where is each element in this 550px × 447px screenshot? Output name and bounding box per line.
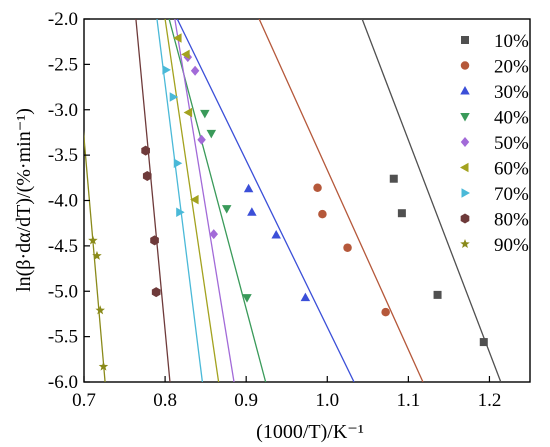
fit-line-80pct — [135, 19, 171, 382]
legend-marker-10pct — [461, 36, 469, 44]
x-tick-label: 0.7 — [72, 390, 96, 411]
legend-marker-50pct — [460, 137, 470, 147]
data-point-40pct — [221, 205, 232, 214]
data-point-10pct — [433, 290, 442, 299]
data-point-90pct — [88, 235, 98, 245]
data-point-30pct — [300, 292, 311, 302]
legend-label: 10% — [494, 31, 529, 52]
legend-label: 80% — [494, 210, 529, 231]
data-point-80pct — [141, 145, 150, 156]
data-point-80pct — [151, 287, 161, 298]
data-point-60pct — [173, 33, 182, 43]
legend-label: 70% — [494, 184, 529, 205]
legend-marker-30pct — [460, 86, 470, 95]
x-tick-label: 1.1 — [396, 390, 420, 411]
data-point-10pct — [397, 209, 406, 218]
legend-marker-40pct — [460, 113, 470, 122]
data-point-70pct — [173, 158, 183, 169]
data-point-20pct — [343, 243, 352, 252]
data-point-60pct — [190, 194, 199, 205]
fit-line-10pct — [361, 19, 502, 382]
data-point-70pct — [162, 65, 171, 75]
x-tick-label: 0.8 — [153, 390, 177, 411]
data-point-40pct — [206, 129, 217, 139]
x-tick-label: 1.2 — [478, 390, 502, 411]
legend-marker-90pct — [460, 239, 470, 249]
y-axis-title: ln(β·dα/dT)/(%·min⁻¹) — [13, 108, 35, 292]
legend-marker-70pct — [461, 188, 470, 198]
data-point-90pct — [98, 361, 109, 371]
y-tick-label: -5.0 — [48, 281, 78, 302]
data-point-70pct — [176, 207, 185, 218]
legend-label: 60% — [494, 159, 529, 180]
x-tick-label: 0.9 — [234, 390, 258, 411]
y-tick-label: -2.0 — [48, 9, 78, 30]
plot-frame — [83, 18, 531, 383]
data-point-10pct — [479, 338, 488, 347]
data-point-80pct — [150, 235, 159, 246]
data-point-30pct — [243, 183, 254, 193]
data-point-70pct — [169, 92, 179, 102]
y-tick-label: -4.0 — [48, 191, 78, 212]
y-tick-label: -5.5 — [48, 327, 78, 348]
legend-marker-80pct — [460, 213, 470, 224]
data-point-20pct — [381, 307, 390, 317]
fit-line-50pct — [174, 19, 235, 382]
data-point-60pct — [183, 107, 193, 118]
y-tick-label: -2.5 — [48, 54, 78, 75]
data-point-80pct — [142, 171, 152, 181]
legend-label: 40% — [494, 108, 529, 129]
data-point-40pct — [200, 109, 210, 119]
data-point-30pct — [247, 207, 257, 216]
fit-line-30pct — [176, 19, 355, 382]
data-point-60pct — [181, 49, 190, 60]
y-tick-label: -6.0 — [48, 372, 78, 393]
fit-line-20pct — [258, 19, 424, 382]
data-point-20pct — [313, 183, 322, 193]
y-tick-label: -3.5 — [48, 145, 78, 166]
data-point-50pct — [190, 65, 200, 76]
data-point-50pct — [197, 134, 206, 145]
legend-label: 90% — [494, 235, 529, 256]
data-point-40pct — [242, 294, 252, 303]
x-axis-title: (1000/T)/K⁻¹ — [256, 421, 364, 443]
x-tick-label: 1.0 — [315, 390, 339, 411]
legend-label: 30% — [494, 82, 529, 103]
legend-label: 20% — [494, 57, 529, 78]
data-point-10pct — [389, 174, 398, 183]
y-tick-label: -3.0 — [48, 100, 78, 121]
data-point-90pct — [95, 305, 105, 315]
data-point-90pct — [92, 250, 102, 260]
data-point-50pct — [209, 229, 218, 240]
legend-marker-20pct — [460, 61, 470, 70]
y-tick-label: -4.5 — [48, 236, 78, 257]
data-point-30pct — [271, 229, 281, 239]
fit-line-70pct — [156, 19, 204, 382]
data-point-20pct — [318, 209, 327, 219]
legend-marker-60pct — [460, 162, 469, 173]
legend-label: 50% — [494, 133, 529, 154]
